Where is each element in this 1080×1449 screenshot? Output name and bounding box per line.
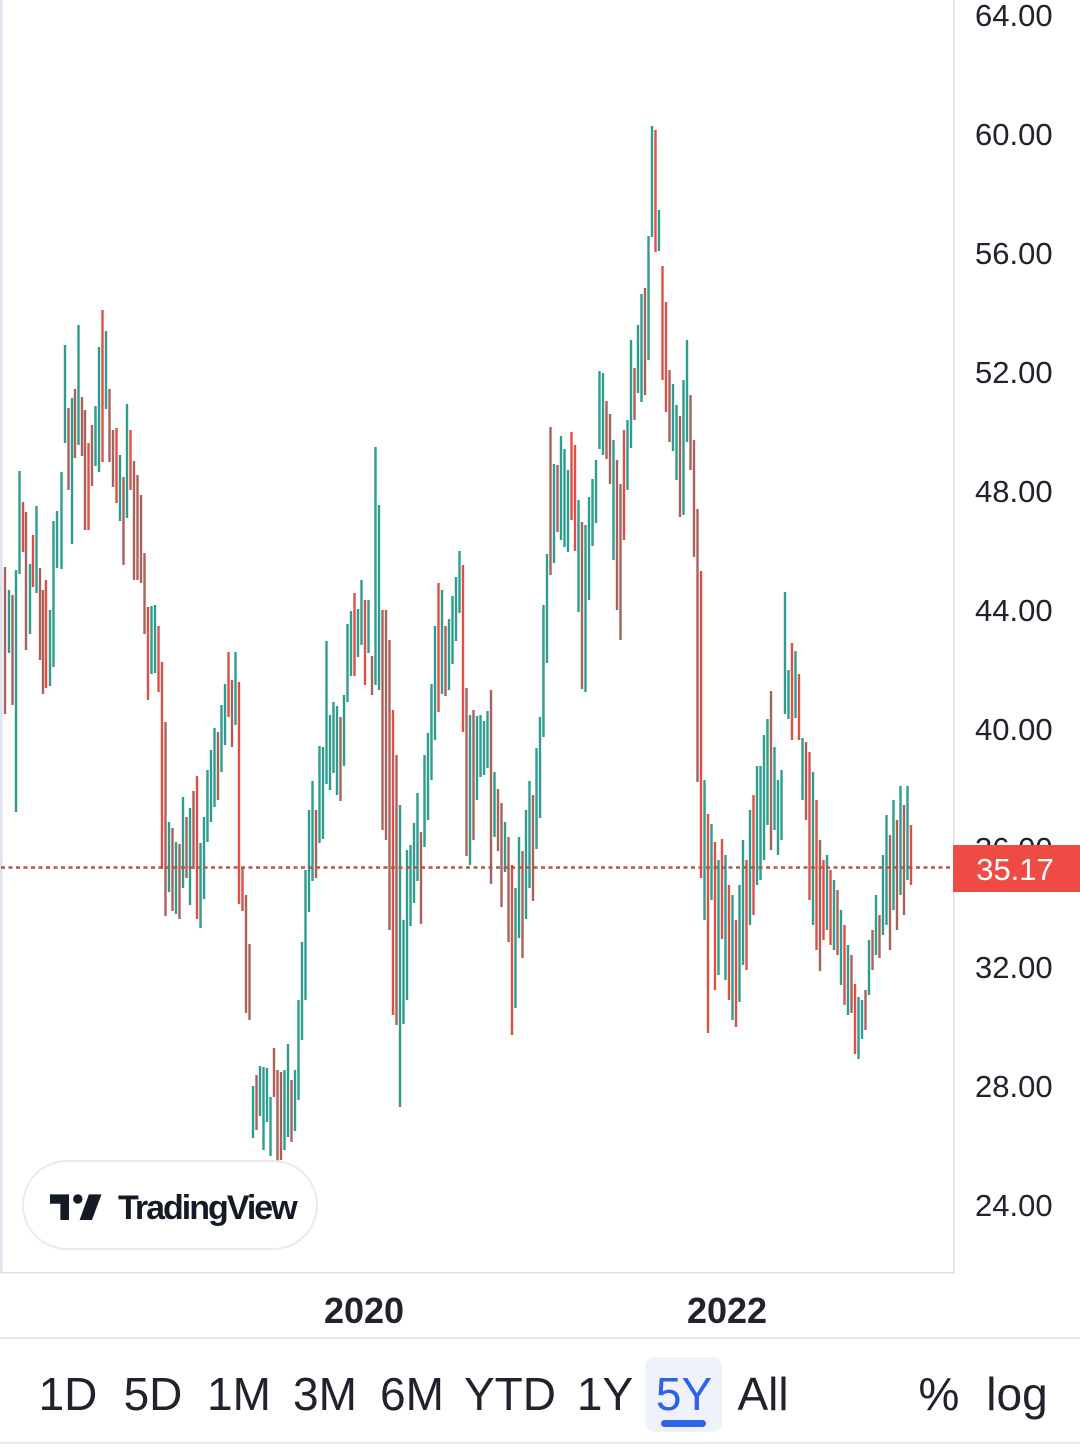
svg-text:1M: 1M [207, 1368, 271, 1420]
svg-text:1Y: 1Y [577, 1368, 633, 1420]
svg-text:35.17: 35.17 [976, 852, 1054, 887]
svg-text:YTD: YTD [464, 1368, 556, 1420]
svg-text:5Y: 5Y [656, 1368, 712, 1420]
svg-text:48.00: 48.00 [975, 474, 1053, 509]
svg-text:24.00: 24.00 [975, 1188, 1053, 1223]
svg-text:64.00: 64.00 [975, 0, 1053, 33]
svg-text:60.00: 60.00 [975, 117, 1053, 152]
svg-text:40.00: 40.00 [975, 712, 1053, 747]
svg-text:56.00: 56.00 [975, 236, 1053, 271]
svg-text:28.00: 28.00 [975, 1069, 1053, 1104]
svg-text:2020: 2020 [324, 1290, 404, 1331]
svg-text:3M: 3M [293, 1368, 357, 1420]
svg-text:6M: 6M [380, 1368, 444, 1420]
svg-text:%: % [919, 1368, 960, 1420]
svg-text:All: All [737, 1368, 788, 1420]
svg-text:TradingView: TradingView [118, 1189, 298, 1227]
svg-text:1D: 1D [39, 1368, 98, 1420]
svg-text:log: log [986, 1368, 1047, 1420]
svg-text:32.00: 32.00 [975, 950, 1053, 985]
svg-text:5D: 5D [124, 1368, 183, 1420]
svg-text:44.00: 44.00 [975, 593, 1053, 628]
svg-text:2022: 2022 [687, 1290, 767, 1331]
svg-text:52.00: 52.00 [975, 355, 1053, 390]
